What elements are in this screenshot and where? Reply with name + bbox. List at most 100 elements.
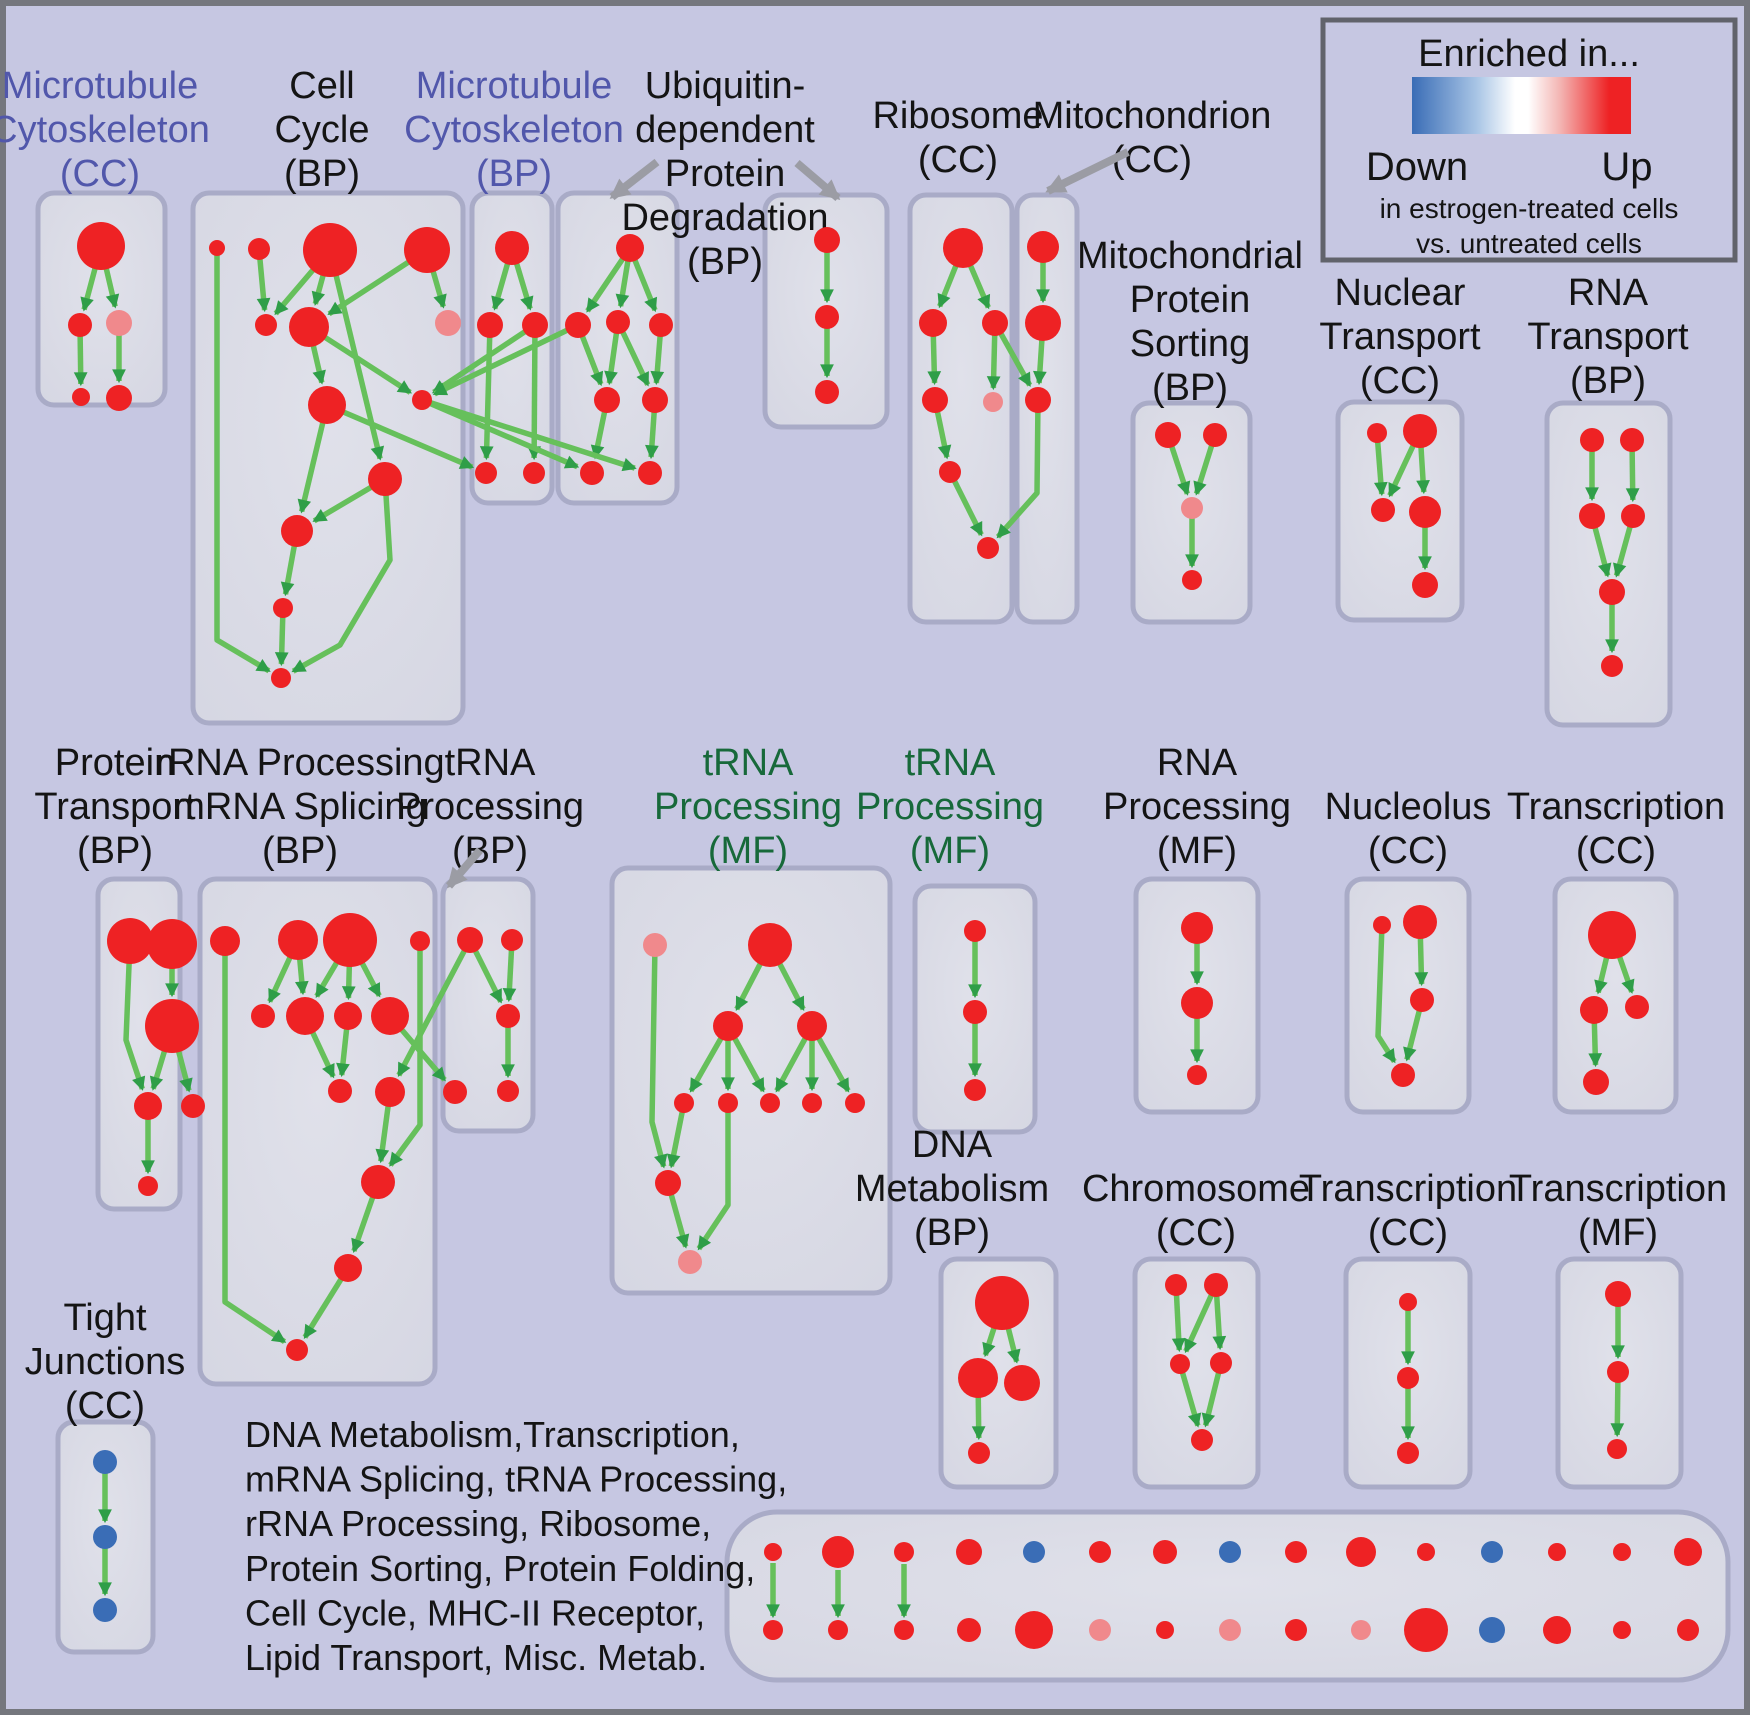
chromosome-cc-box	[1132, 1256, 1261, 1490]
legend-box	[1320, 17, 1738, 263]
ribosome-cc-node-2	[982, 310, 1008, 336]
microtubule-cytoskeleton-cc-label: (CC)	[60, 153, 140, 195]
trna-processing-bp-node-4	[497, 1080, 519, 1102]
trna-processing-mf-large-node-0	[643, 933, 667, 957]
ubiquitin-degradation-bp-1-node-0	[616, 234, 644, 262]
summary-dot-top-9	[1346, 1537, 1376, 1567]
transcription-cc-mid-node-2	[1625, 995, 1649, 1019]
edge-arrow	[214, 248, 271, 674]
cell-cycle-bp-node-8	[412, 390, 432, 410]
cluster-note-line-1: DNA Metabolism,Transcription,	[245, 1414, 740, 1455]
dna-metabolism-bp-node-0	[975, 1276, 1029, 1330]
protein-transport-bp-node-4	[181, 1094, 205, 1118]
summary-panel	[724, 1509, 1731, 1683]
summary-dot-bottom-14	[1677, 1619, 1699, 1641]
cell-cycle-bp-node-9	[368, 462, 402, 496]
rna-transport-bp-label: RNA	[1568, 272, 1649, 314]
rrna-processing-mrna-splicing-bp-node-8	[328, 1079, 352, 1103]
nuclear-transport-cc-box	[1335, 399, 1465, 623]
cross-edge-arrow	[431, 322, 537, 395]
trna-processing-mf-large-node-2	[713, 1011, 743, 1041]
nucleolus-cc-box	[1344, 876, 1472, 1115]
microtubule-cytoskeleton-bp-label: Microtubule	[416, 65, 612, 107]
legend-context-line-2: vs. untreated cells	[1416, 228, 1642, 259]
mitochondrial-protein-sorting-bp-label: Sorting	[1130, 323, 1250, 365]
microtubule-cytoskeleton-cc-node-4	[106, 385, 132, 411]
dna-metabolism-bp-box	[938, 1256, 1059, 1490]
protein-transport-bp-node-5	[138, 1176, 158, 1196]
summary-dot-bottom-9	[1351, 1620, 1371, 1640]
transcription-mf-label: (MF)	[1578, 1212, 1658, 1254]
legend-up-label: Up	[1601, 145, 1652, 189]
trna-processing-mf-large-label: Processing	[654, 786, 842, 828]
cross-edge-arrow	[325, 402, 475, 470]
transcription-cc-bottom-node-1	[1397, 1367, 1419, 1389]
transcription-mf-node-1	[1607, 1361, 1629, 1383]
ribosome-cc-label: (CC)	[918, 139, 998, 181]
ubiquitin-degradation-bp-1-node-5	[642, 387, 668, 413]
rrna-processing-mrna-splicing-bp-node-9	[375, 1077, 405, 1107]
trna-processing-mf-small-label: Processing	[856, 786, 1044, 828]
trna-processing-mf-small-node-0	[964, 920, 986, 942]
mitochondrion-cc-node-2	[1025, 387, 1051, 413]
trna-processing-mf-large-node-4	[674, 1093, 694, 1113]
ubiquitin-degradation-bp-2-node-1	[815, 305, 839, 329]
ubiquitin-degradation-bp-1-label: dependent	[635, 109, 815, 151]
transcription-cc-mid-node-1	[1580, 996, 1608, 1024]
nuclear-transport-cc-node-2	[1371, 498, 1395, 522]
protein-transport-bp-label: (BP)	[77, 830, 153, 872]
summary-dot-bottom-10	[1404, 1608, 1448, 1652]
cell-cycle-bp-node-4	[255, 314, 277, 336]
nucleolus-cc-node-2	[1410, 988, 1434, 1012]
chromosome-cc-node-1	[1204, 1273, 1228, 1297]
trna-processing-mf-large-label: tRNA	[703, 742, 794, 784]
cell-cycle-bp-node-12	[271, 668, 291, 688]
transcription-cc-bottom-node-2	[1397, 1442, 1419, 1464]
edge-arrow	[947, 470, 984, 537]
transcription-cc-bottom-node-0	[1399, 1293, 1417, 1311]
edge-arrow	[1177, 1363, 1202, 1428]
cell-cycle-bp-node-3	[404, 227, 450, 273]
cell-cycle-bp-node-11	[273, 598, 293, 618]
ribosome-cc-node-0	[943, 228, 983, 268]
summary-dot-top-5	[1089, 1541, 1111, 1563]
rna-transport-bp-node-0	[1580, 428, 1604, 452]
rrna-processing-mrna-splicing-bp-node-7	[371, 997, 409, 1035]
summary-dot-top-12	[1548, 1543, 1566, 1561]
nuclear-transport-cc-node-1	[1403, 414, 1437, 448]
cluster-note-line-6: Lipid Transport, Misc. Metab.	[245, 1637, 707, 1678]
dna-metabolism-bp-node-1	[958, 1358, 998, 1398]
trna-processing-mf-small-label: (MF)	[910, 830, 990, 872]
trna-processing-mf-small-label: tRNA	[905, 742, 996, 784]
cell-cycle-bp-label: Cycle	[274, 109, 369, 151]
ubiquitin-degradation-bp-1-node-3	[649, 313, 673, 337]
transcription-cc-mid-node-0	[1588, 911, 1636, 959]
cross-edge-arrow	[995, 399, 1041, 539]
microtubule-cytoskeleton-cc-label: Cytoskeleton	[0, 109, 210, 151]
mitochondrion-cc-label: Mitochondrion	[1033, 95, 1272, 137]
summary-dot-top-4	[1023, 1541, 1045, 1563]
trna-processing-bp-node-1	[501, 929, 523, 951]
dna-metabolism-bp-label: (BP)	[914, 1212, 990, 1254]
trna-processing-bp-label: tRNA	[445, 742, 536, 784]
tight-junctions-cc-label: Junctions	[25, 1341, 186, 1383]
trna-processing-mf-large-label: (MF)	[708, 830, 788, 872]
ubiquitin-degradation-bp-1-node-6	[580, 461, 604, 485]
transcription-cc-mid-label: (CC)	[1576, 830, 1656, 872]
tight-junctions-cc-node-1	[93, 1525, 117, 1549]
protein-transport-bp-node-1	[147, 919, 197, 969]
summary-dot-top-6	[1153, 1540, 1177, 1564]
cell-cycle-bp-node-2	[303, 223, 357, 277]
microtubule-cytoskeleton-cc-node-2	[106, 310, 132, 336]
transcription-cc-mid-node-3	[1583, 1069, 1609, 1095]
nucleolus-cc-node-3	[1391, 1063, 1415, 1087]
rrna-processing-mrna-splicing-bp-label: (BP)	[262, 830, 338, 872]
chromosome-cc-node-0	[1165, 1274, 1187, 1296]
legend-context-line-1: in estrogen-treated cells	[1380, 193, 1679, 224]
mitochondrial-protein-sorting-bp-node-2	[1181, 497, 1203, 519]
microtubule-cytoskeleton-bp-node-0	[495, 231, 529, 265]
trna-processing-mf-large-node-3	[797, 1011, 827, 1041]
ubiquitin-degradation-bp-2-node-0	[814, 227, 840, 253]
dna-metabolism-bp-label: Metabolism	[855, 1168, 1049, 1210]
